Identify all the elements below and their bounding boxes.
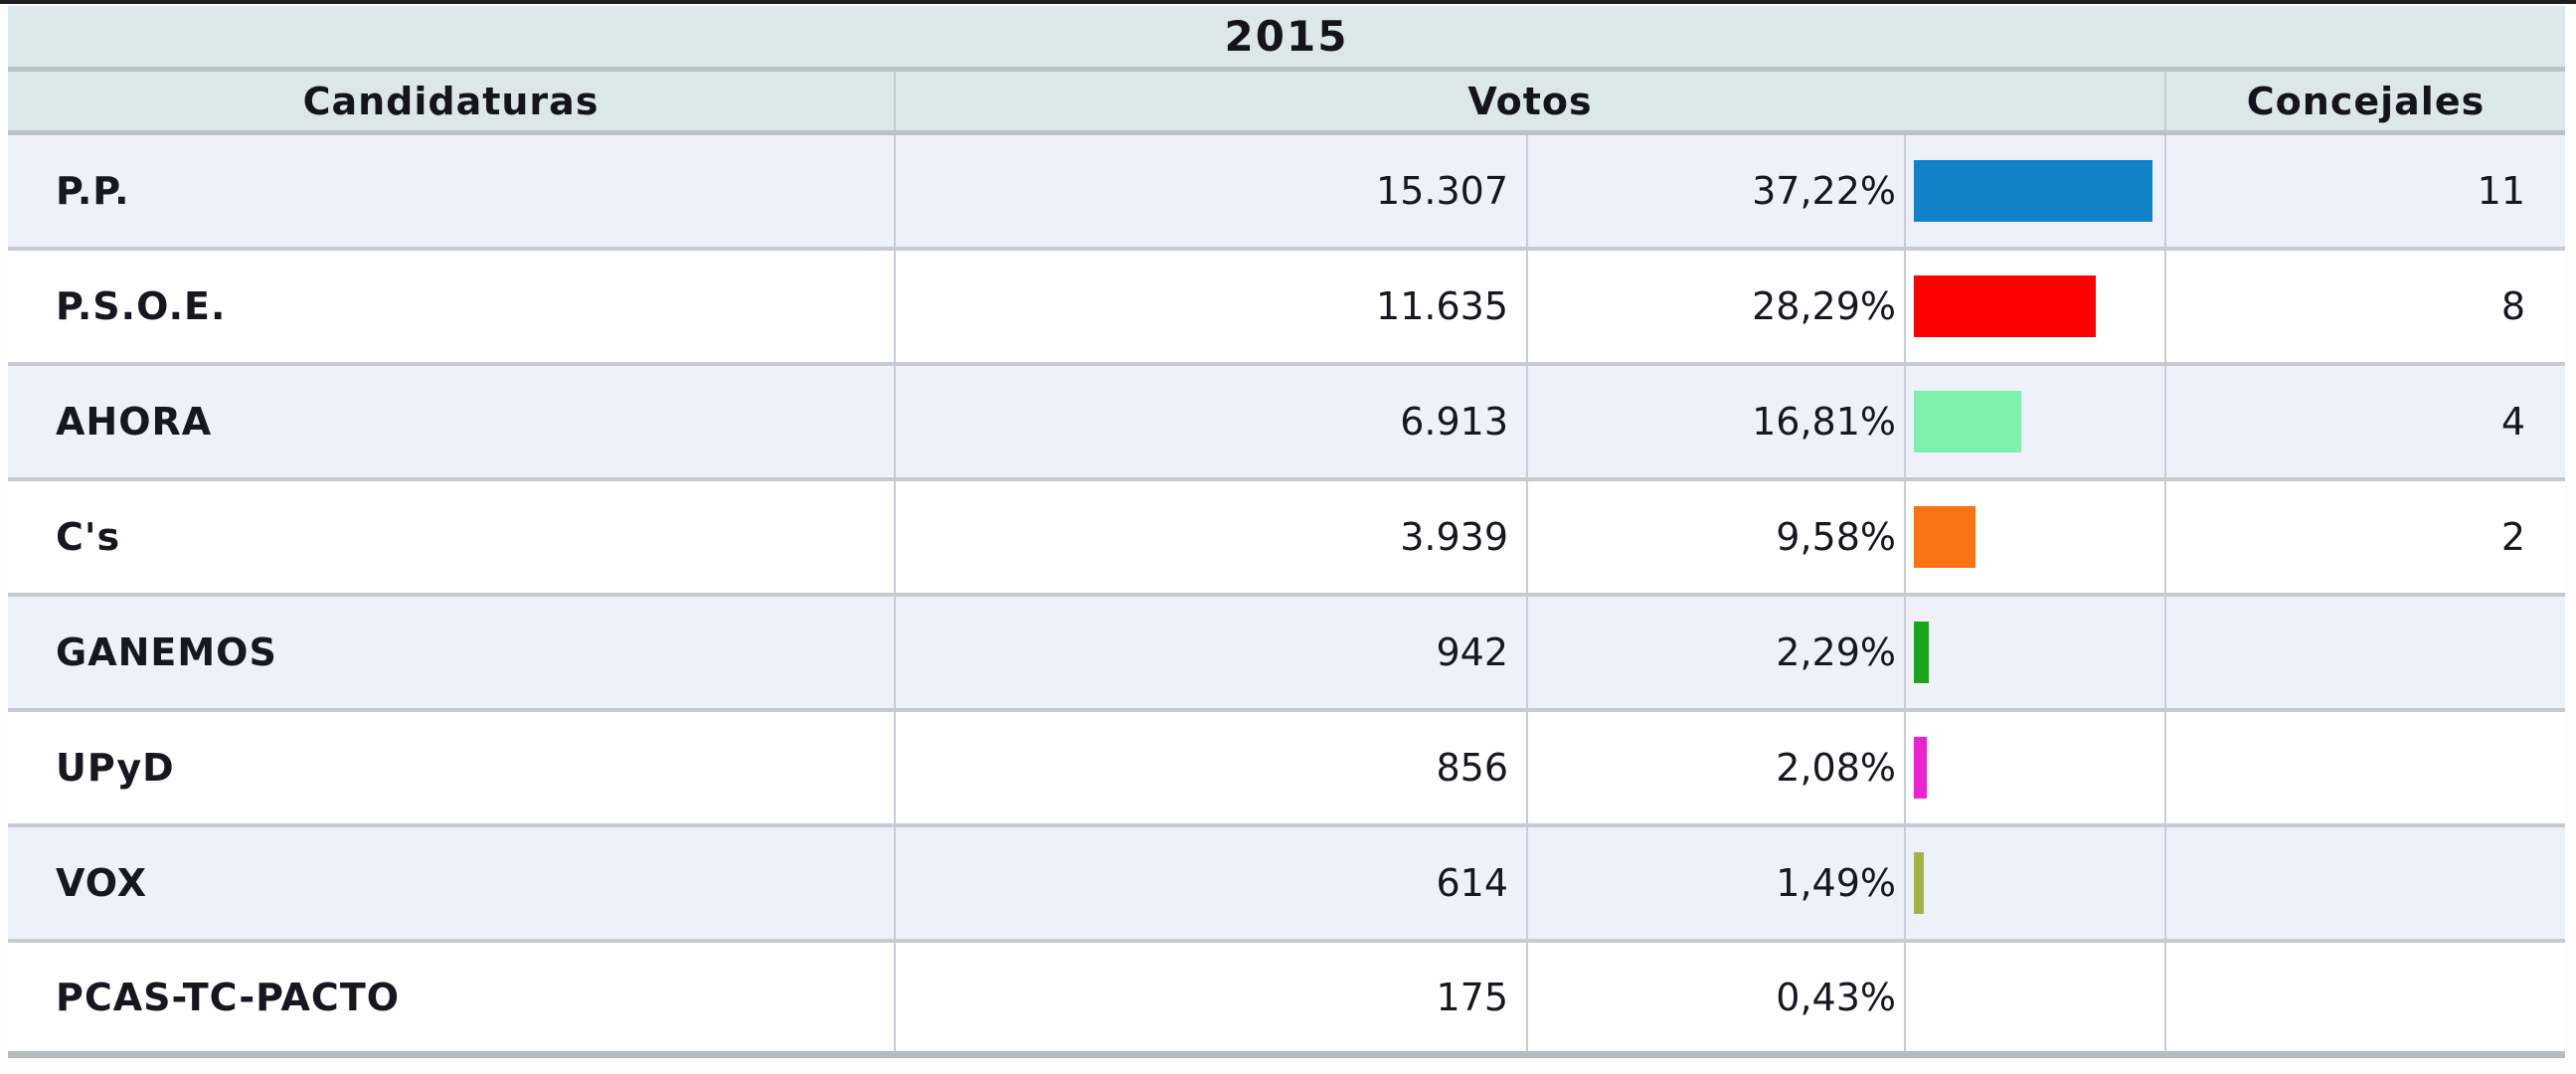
votes-count-cell: 15.307	[896, 135, 1528, 247]
party-name-cell: C's	[8, 481, 896, 593]
party-name-cell: P.S.O.E.	[8, 251, 896, 362]
votes-count-cell: 3.939	[896, 481, 1528, 593]
page-top-border	[0, 0, 2576, 4]
vote-share-bar	[1914, 737, 1927, 799]
votes-percent-cell: 28,29%	[1528, 251, 1906, 362]
seats-cell: 8	[2500, 284, 2525, 328]
column-header-concejales: Concejales	[2246, 79, 2486, 123]
table-row: VOX 614 1,49%	[8, 827, 2565, 943]
seats-cell	[2166, 712, 2565, 823]
election-results-table: 2015 Candidaturas Votos Concejales P.P. …	[8, 6, 2565, 1058]
seats-cell: 4	[2500, 400, 2525, 444]
vote-share-bar	[1914, 506, 1975, 568]
vote-share-bar-cell	[1906, 366, 2166, 477]
votes-count-cell: 11.635	[896, 251, 1528, 362]
vote-share-bar	[1914, 275, 2096, 337]
votes-percent-cell: 37,22%	[1528, 135, 1906, 247]
votes-count-cell: 175	[896, 943, 1528, 1051]
votes-percent-cell: 0,43%	[1528, 943, 1906, 1051]
vote-share-bar-cell	[1906, 943, 2166, 1051]
column-header-votos: Votos	[896, 72, 2166, 130]
vote-share-bar-cell	[1906, 481, 2166, 593]
table-row: UPyD 856 2,08%	[8, 712, 2565, 827]
vote-share-bar-cell	[1906, 712, 2166, 823]
vote-share-bar-cell	[1906, 827, 2166, 939]
year-title: 2015	[1224, 12, 1349, 61]
vote-share-bar-cell	[1906, 135, 2166, 247]
votes-percent-cell: 2,29%	[1528, 597, 1906, 708]
votes-count-cell: 6.913	[896, 366, 1528, 477]
vote-share-bar	[1914, 391, 2021, 452]
vote-share-bar	[1914, 622, 1929, 683]
seats-cell: 2	[2500, 515, 2525, 559]
party-name-cell: UPyD	[8, 712, 896, 823]
table-row: AHORA 6.913 16,81% 4	[8, 366, 2565, 481]
vote-share-bar	[1914, 852, 1924, 914]
seats-cell	[2166, 943, 2565, 1051]
table-row: C's 3.939 9,58% 2	[8, 481, 2565, 597]
vote-share-bar-cell	[1906, 597, 2166, 708]
party-name-cell: P.P.	[8, 135, 896, 247]
votes-percent-cell: 9,58%	[1528, 481, 1906, 593]
seats-cell	[2166, 827, 2565, 939]
votes-count-cell: 942	[896, 597, 1528, 708]
votes-count-cell: 614	[896, 827, 1528, 939]
table-row: P.P. 15.307 37,22% 11	[8, 135, 2565, 251]
votes-percent-cell: 16,81%	[1528, 366, 1906, 477]
vote-share-bar-cell	[1906, 251, 2166, 362]
table-row: GANEMOS 942 2,29%	[8, 597, 2565, 712]
table-body: P.P. 15.307 37,22% 11 P.S.O.E. 11.635 28…	[8, 135, 2565, 1058]
table-row: P.S.O.E. 11.635 28,29% 8	[8, 251, 2565, 366]
votes-count-cell: 856	[896, 712, 1528, 823]
party-name-cell: AHORA	[8, 366, 896, 477]
party-name-cell: VOX	[8, 827, 896, 939]
table-header-row: Candidaturas Votos Concejales	[8, 72, 2565, 135]
column-header-candidaturas: Candidaturas	[8, 72, 896, 130]
party-name-cell: GANEMOS	[8, 597, 896, 708]
table-row: PCAS-TC-PACTO 175 0,43%	[8, 943, 2565, 1058]
vote-share-bar	[1914, 160, 2152, 222]
seats-cell	[2166, 597, 2565, 708]
seats-cell: 11	[2477, 169, 2525, 213]
votes-percent-cell: 1,49%	[1528, 827, 1906, 939]
table-year-title-row: 2015	[8, 6, 2565, 72]
party-name-cell: PCAS-TC-PACTO	[8, 943, 896, 1051]
votes-percent-cell: 2,08%	[1528, 712, 1906, 823]
